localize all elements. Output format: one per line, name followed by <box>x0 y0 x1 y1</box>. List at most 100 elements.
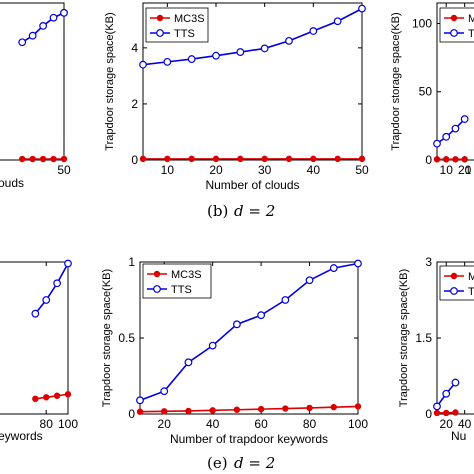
x-tick-label: 20 <box>458 163 472 177</box>
data-point <box>60 155 68 163</box>
data-point <box>60 8 68 17</box>
data-point <box>32 395 39 402</box>
data-point <box>452 156 459 163</box>
caption-e: (e) d = 2 <box>207 454 275 472</box>
x-tick-label: 100 <box>58 417 78 431</box>
caption-math: d = 2 <box>234 454 275 472</box>
x-tick-label: 80 <box>303 417 317 431</box>
x-tick-label: 80 <box>40 417 54 431</box>
data-point <box>164 155 171 163</box>
series-mc3s <box>433 156 468 163</box>
data-point <box>184 358 193 367</box>
data-point <box>261 155 268 163</box>
legend-marker <box>450 287 458 295</box>
data-point <box>306 404 313 412</box>
bottom-left-xlabel-fragment: eywords <box>0 429 43 443</box>
data-point <box>282 405 289 412</box>
data-point <box>309 27 318 35</box>
series-tts <box>136 259 362 405</box>
bottom-right-xlabel-fragment: Nu <box>451 429 466 443</box>
data-point <box>333 17 342 26</box>
series-mc3s <box>139 155 366 163</box>
legend-marker <box>153 270 161 278</box>
x-tick-label: 100 <box>348 417 368 431</box>
cropped-labels: ouds 1 eywords Nu <box>0 165 471 443</box>
series-tts <box>433 115 469 148</box>
data-point <box>49 13 58 22</box>
legend-label: TTS <box>174 28 195 40</box>
data-point <box>161 408 168 415</box>
x-tick-label: 10 <box>440 163 454 177</box>
data-point <box>433 402 441 411</box>
data-point <box>452 409 459 416</box>
legend-label: TT <box>468 28 474 40</box>
data-point <box>354 259 362 268</box>
data-point <box>64 259 72 268</box>
legend-marker <box>156 14 164 22</box>
data-point <box>28 31 37 40</box>
data-point <box>451 124 460 133</box>
series-mc3s <box>433 409 459 417</box>
legend: MC3S TTS <box>145 7 209 43</box>
data-point <box>208 341 217 350</box>
y-axis-label: Trapdoor storage space(KB) <box>101 269 113 407</box>
x-tick-label: 20 <box>158 417 172 431</box>
caption-math: d = 2 <box>234 202 275 220</box>
data-point <box>233 406 241 413</box>
data-point <box>53 392 61 399</box>
data-point <box>442 132 451 141</box>
x-tick-label: 40 <box>307 163 321 177</box>
plot-frame <box>0 261 69 415</box>
series-line <box>139 262 359 402</box>
data-point <box>334 155 341 163</box>
data-point <box>285 36 293 45</box>
data-point <box>460 115 469 123</box>
y-axis-label: Trapdoor storage space(KB) <box>398 269 410 407</box>
data-point <box>232 320 241 329</box>
legend-label: TT <box>468 286 474 298</box>
data-point <box>160 387 169 396</box>
series-line <box>142 7 363 66</box>
data-point <box>212 51 220 60</box>
series-line <box>34 263 69 315</box>
y-tick-label: 1 <box>128 255 135 269</box>
x-tick-label: 10 <box>161 163 175 177</box>
y-tick-label: 0 <box>425 153 432 167</box>
legend-label: TTS <box>171 284 192 296</box>
data-point <box>281 296 290 304</box>
data-point <box>442 389 451 398</box>
series-line <box>139 405 359 413</box>
plot-frame <box>0 2 65 161</box>
x-tick-label: 20 <box>440 417 454 431</box>
x-tick-label: 40 <box>458 417 472 431</box>
x-tick-label: 20 <box>209 163 223 177</box>
data-point <box>443 409 450 417</box>
x-axis-label: Number of trapdoor keywords <box>170 432 328 446</box>
subplot-top-right: 10 20 100 50 0 Trapdoor storage space(KB) MC TT <box>390 2 474 177</box>
data-point <box>18 38 27 47</box>
series-line <box>35 393 69 400</box>
data-point <box>139 60 147 69</box>
data-point <box>39 155 47 163</box>
data-point <box>354 403 362 410</box>
series-tts <box>139 4 366 69</box>
legend-label: M <box>468 271 474 283</box>
data-point <box>461 156 468 163</box>
data-point <box>29 155 36 163</box>
x-tick-label: 30 <box>258 163 272 177</box>
data-point <box>330 403 337 411</box>
data-point <box>257 405 265 413</box>
data-point <box>139 155 147 163</box>
data-point <box>31 309 40 318</box>
y-tick-label: 4 <box>131 41 138 55</box>
x-tick-label: 50 <box>57 163 71 177</box>
legend-label: MC3S <box>174 13 205 25</box>
caption-b: (b) d = 2 <box>207 202 275 220</box>
y-tick-label: 50 <box>419 85 433 99</box>
y-tick-label: 1.5 <box>415 331 432 345</box>
legend: MC3S TTS <box>142 263 212 299</box>
data-point <box>358 4 366 13</box>
data-point <box>136 396 144 405</box>
legend-marker <box>153 285 161 293</box>
